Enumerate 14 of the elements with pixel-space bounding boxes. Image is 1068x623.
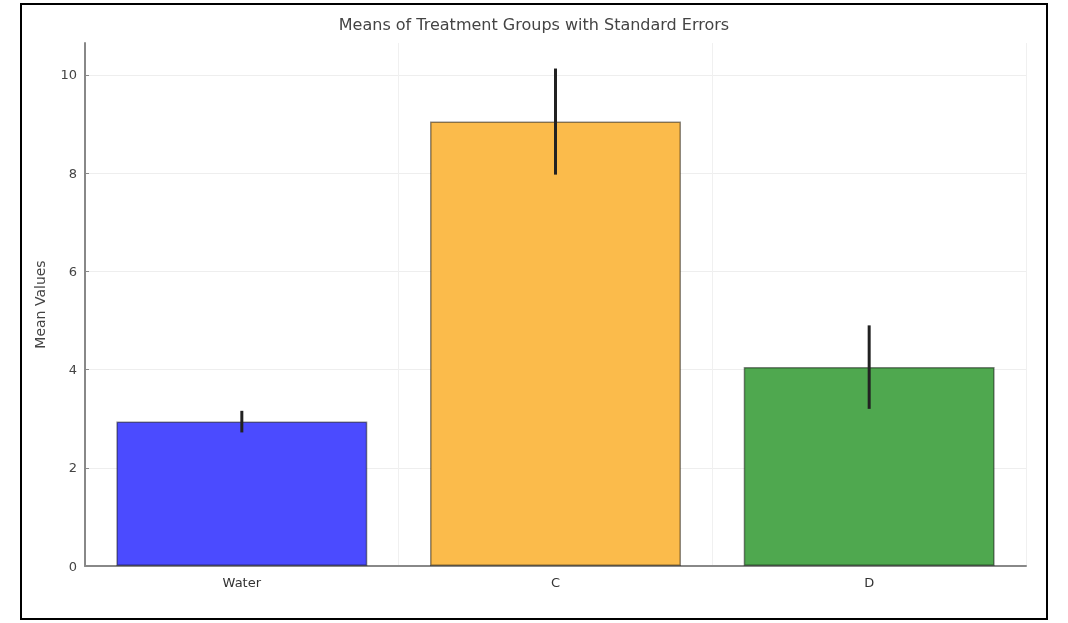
bar (116, 421, 368, 566)
y-tick-label: 10 (60, 67, 77, 83)
x-tick-label: C (550, 575, 561, 590)
y-tick-label: 4 (68, 362, 77, 378)
chart-title: Means of Treatment Groups with Standard Errors (338, 14, 730, 34)
y-tick-label: 6 (68, 263, 77, 279)
y-axis-title: Mean Values (32, 260, 48, 349)
x-tick-label: D (864, 575, 875, 590)
bar (743, 367, 995, 566)
y-tick-label: 2 (68, 460, 77, 476)
x-tick-label: Water (222, 575, 262, 590)
bar (430, 121, 681, 566)
y-tick-label: 8 (68, 165, 77, 181)
y-tick-label: 0 (68, 558, 77, 574)
